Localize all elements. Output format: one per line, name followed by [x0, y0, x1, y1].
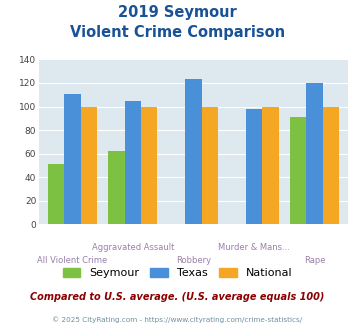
Text: Murder & Mans...: Murder & Mans...	[218, 243, 290, 251]
Bar	[290, 117, 306, 224]
Bar	[141, 107, 158, 224]
Text: Compared to U.S. average. (U.S. average equals 100): Compared to U.S. average. (U.S. average …	[30, 292, 325, 302]
Text: Rape: Rape	[304, 256, 325, 265]
Bar	[246, 109, 262, 224]
Bar	[202, 107, 218, 224]
Bar	[125, 101, 141, 224]
Bar	[108, 151, 125, 224]
Bar	[323, 107, 339, 224]
Text: Aggravated Assault: Aggravated Assault	[92, 243, 174, 251]
Text: 2019 Seymour: 2019 Seymour	[118, 5, 237, 20]
Bar	[306, 83, 323, 224]
Text: All Violent Crime: All Violent Crime	[37, 256, 108, 265]
Text: Robbery: Robbery	[176, 256, 211, 265]
Legend: Seymour, Texas, National: Seymour, Texas, National	[59, 265, 296, 282]
Bar	[64, 94, 81, 224]
Text: © 2025 CityRating.com - https://www.cityrating.com/crime-statistics/: © 2025 CityRating.com - https://www.city…	[53, 317, 302, 323]
Bar	[185, 80, 202, 224]
Bar	[81, 107, 97, 224]
Text: Violent Crime Comparison: Violent Crime Comparison	[70, 25, 285, 40]
Bar	[48, 164, 64, 224]
Bar	[262, 107, 279, 224]
